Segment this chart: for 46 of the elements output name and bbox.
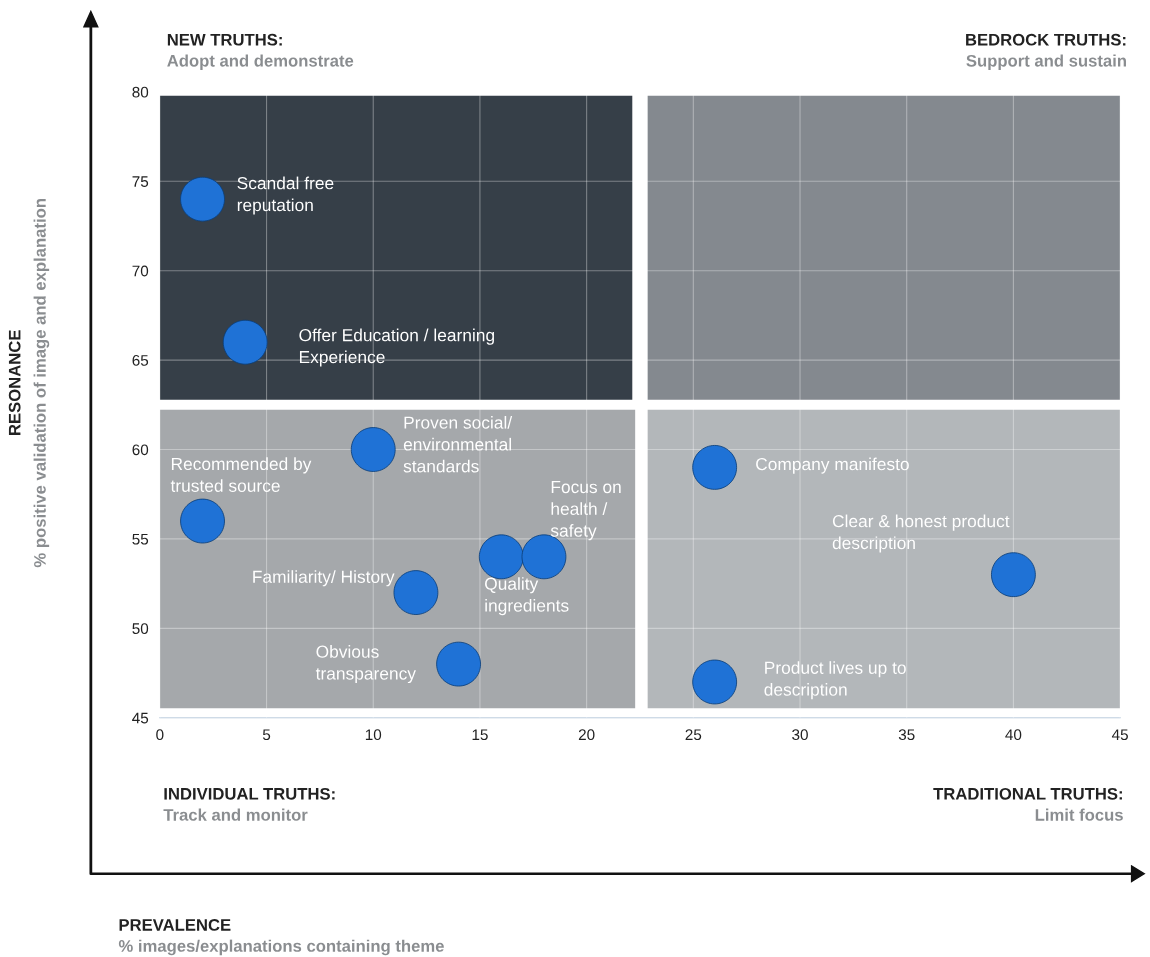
text: % images/explanations containing theme [118,939,444,956]
y-tick-label: 60 [132,444,149,456]
text: BEDROCK TRUTHS: [966,33,1126,46]
y-tick-label: 75 [132,176,149,187]
point [436,641,481,687]
x-tick-label: 30 [792,729,808,741]
y-tick-label: 50 [132,623,149,635]
x-tick-label: 35 [898,729,915,741]
point [222,319,268,365]
text: Limit focus [1035,808,1123,821]
text: NEW TRUTHS: [167,33,282,46]
series-label: Offer Education / learning Experience [299,328,494,367]
text: RESONANCE [8,330,21,435]
y-tick-label: 45 [132,712,149,724]
x-tick-label: 20 [578,729,595,741]
y-tick-label: 65 [132,354,149,366]
x-tick-label: 5 [262,729,271,741]
text: TRADITIONAL TRUTHS: [933,787,1122,800]
series-label: Focus on health / safety [550,481,621,541]
y-tick-label: 80 [132,86,149,98]
x-tick-label: 0 [156,729,164,741]
y-tick-label: 70 [132,265,149,277]
point [350,427,396,472]
series-label: Quality ingredients [485,577,569,616]
text: INDIVIDUAL TRUTHS: [164,787,335,800]
series-label: Familiarity/ History [253,570,395,587]
x-tick-label: 45 [1111,729,1128,741]
series-label: Scandal free reputation [237,176,334,215]
series-label: Recommended by trusted source [170,457,312,492]
x-tick-label: 25 [685,729,702,741]
series-label: Product lives up to description [764,661,906,700]
x-tick-label: 15 [472,729,488,741]
y-tick-label: 55 [132,533,149,545]
series-label: Company manifesto [756,457,909,474]
text: % positive validation of image and explanation [33,199,50,568]
text: Track and monitor [163,808,308,821]
point [180,176,225,222]
x-tick-label: 10 [365,729,382,741]
series-label: Obvious transparency [315,645,416,684]
series-label: Proven social/ environmental standards [403,416,513,473]
x-tick-label: 40 [1005,729,1022,741]
text: Adopt and demonstrate [167,54,354,70]
point [393,570,439,615]
text: PREVALENCE [119,919,231,931]
series-label: Clear & honest product description [832,514,1010,553]
text: Support and sustain [966,54,1126,70]
